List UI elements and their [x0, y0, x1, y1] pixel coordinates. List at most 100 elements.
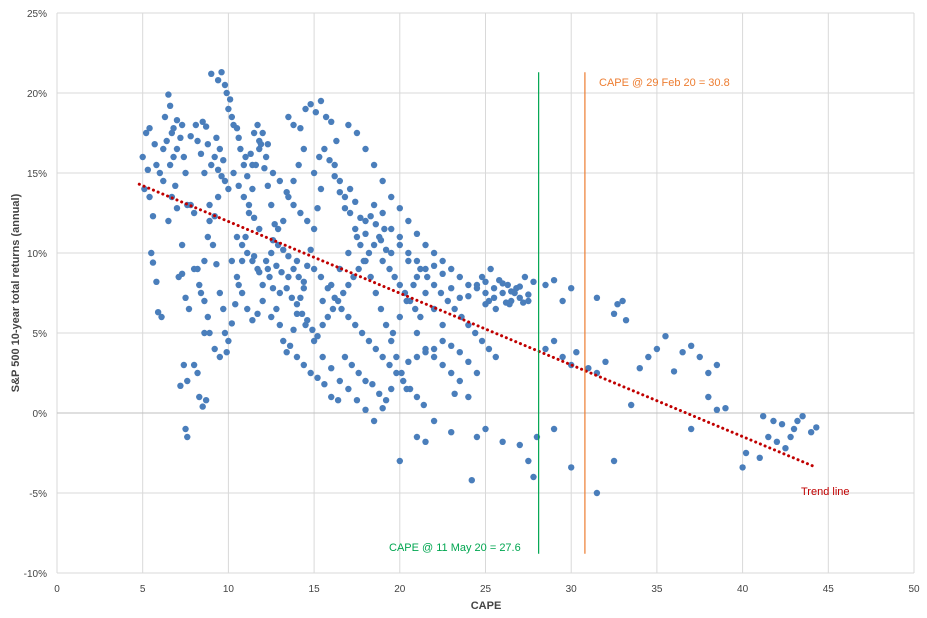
data-point	[357, 214, 364, 221]
data-point	[473, 281, 481, 289]
data-point	[160, 177, 167, 185]
data-point	[439, 257, 446, 265]
data-point	[370, 201, 378, 209]
data-point	[242, 233, 249, 241]
data-point	[202, 123, 210, 130]
data-point	[321, 145, 328, 153]
data-point	[146, 125, 153, 132]
data-point	[300, 361, 308, 369]
data-point	[180, 361, 188, 369]
data-point	[413, 230, 421, 237]
data-point	[370, 417, 378, 425]
data-point	[328, 393, 335, 401]
data-point	[204, 313, 212, 321]
data-point	[807, 429, 815, 436]
y-tick-label: -5%	[29, 489, 47, 500]
data-point	[304, 262, 311, 269]
data-point	[233, 273, 241, 281]
data-point	[346, 185, 354, 193]
x-tick-label: 15	[309, 584, 321, 595]
data-point	[379, 405, 386, 412]
trend-line-label: Trend line	[801, 486, 850, 498]
data-point	[417, 313, 424, 321]
data-point	[274, 225, 282, 233]
data-point	[290, 121, 297, 129]
data-point	[216, 353, 224, 361]
data-point	[525, 457, 532, 465]
data-point	[413, 329, 421, 337]
data-point	[670, 368, 678, 375]
data-point	[271, 221, 278, 228]
data-point	[360, 257, 368, 265]
data-point	[283, 349, 290, 356]
data-point	[235, 182, 242, 189]
data-point	[177, 382, 184, 389]
data-point	[341, 205, 349, 212]
data-point	[352, 225, 359, 233]
x-tick-label: 50	[908, 584, 920, 595]
data-point	[329, 305, 337, 313]
x-tick-label: 35	[651, 584, 663, 595]
data-point	[244, 249, 251, 257]
data-point	[230, 121, 237, 129]
data-point	[201, 257, 208, 265]
data-point	[297, 294, 304, 301]
data-point	[417, 265, 424, 273]
data-point	[180, 153, 188, 161]
data-point	[799, 413, 806, 420]
data-point	[256, 225, 263, 233]
data-point	[290, 177, 297, 185]
data-point	[312, 109, 320, 116]
data-point	[610, 310, 618, 317]
data-point	[559, 297, 566, 305]
data-point	[250, 214, 258, 221]
data-point	[283, 285, 290, 292]
data-point	[525, 291, 532, 298]
data-point	[154, 309, 162, 316]
data-point	[233, 233, 241, 241]
data-point	[759, 413, 767, 420]
data-point	[221, 81, 229, 89]
data-point	[490, 285, 498, 292]
data-point	[636, 365, 643, 372]
data-point	[208, 70, 215, 78]
data-point	[184, 377, 191, 385]
y-tick-label: 25%	[27, 9, 47, 20]
data-point	[317, 185, 325, 193]
data-point	[405, 257, 412, 265]
data-point	[333, 137, 340, 145]
data-point	[273, 262, 280, 269]
data-point	[300, 278, 308, 285]
data-point	[280, 337, 287, 345]
data-point	[439, 321, 446, 329]
data-point	[264, 182, 272, 189]
data-point	[206, 217, 213, 225]
data-point	[199, 118, 206, 126]
data-point	[451, 305, 458, 313]
data-point	[196, 281, 203, 289]
data-point	[220, 157, 227, 164]
data-point	[550, 425, 558, 433]
data-point	[485, 297, 493, 305]
data-point	[184, 433, 191, 441]
data-point	[355, 369, 362, 377]
data-point	[348, 361, 356, 369]
data-point	[221, 329, 229, 337]
data-point	[285, 113, 292, 121]
data-point	[490, 294, 498, 301]
data-point	[362, 406, 369, 413]
data-point	[139, 153, 146, 161]
data-point	[170, 125, 177, 132]
data-point	[430, 417, 438, 425]
data-point	[331, 161, 338, 169]
data-point	[568, 285, 575, 292]
y-tick-label: 15%	[27, 169, 47, 180]
data-point	[237, 145, 244, 153]
data-point	[525, 297, 532, 305]
data-point	[297, 125, 304, 132]
data-point	[293, 257, 301, 265]
data-point	[687, 342, 695, 349]
data-point	[379, 257, 386, 265]
data-point	[679, 349, 686, 356]
data-point	[293, 353, 301, 361]
